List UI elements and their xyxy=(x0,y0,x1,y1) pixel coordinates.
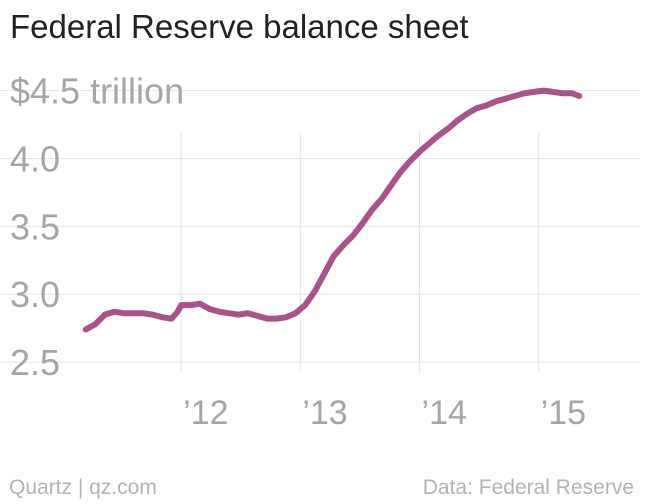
y-tick-label: 3.5 xyxy=(10,206,60,247)
y-tick-labels: $4.5 trillion 4.0 3.5 3.0 2.5 xyxy=(10,71,184,383)
x-grid-lines xyxy=(180,132,540,372)
series-layer xyxy=(82,87,583,333)
series-line-balance-sheet xyxy=(82,87,583,333)
y-grid-lines xyxy=(0,90,640,363)
x-tick-labels: ’12 ’13 ’14 ’15 xyxy=(183,394,586,432)
x-tick-label: ’14 xyxy=(422,394,467,432)
x-tick-label: ’13 xyxy=(302,394,347,432)
y-tick-label: 2.5 xyxy=(10,342,60,383)
source-credit: Quartz | qz.com xyxy=(9,476,157,499)
x-tick-label: ’15 xyxy=(541,394,586,432)
chart-title: Federal Reserve balance sheet xyxy=(10,8,469,45)
x-tick-label: ’12 xyxy=(183,394,228,432)
y-tick-label: 4.0 xyxy=(10,138,60,179)
y-tick-label: $4.5 trillion xyxy=(10,71,184,112)
y-tick-label: 3.0 xyxy=(10,274,60,315)
data-source: Data: Federal Reserve xyxy=(422,476,634,499)
